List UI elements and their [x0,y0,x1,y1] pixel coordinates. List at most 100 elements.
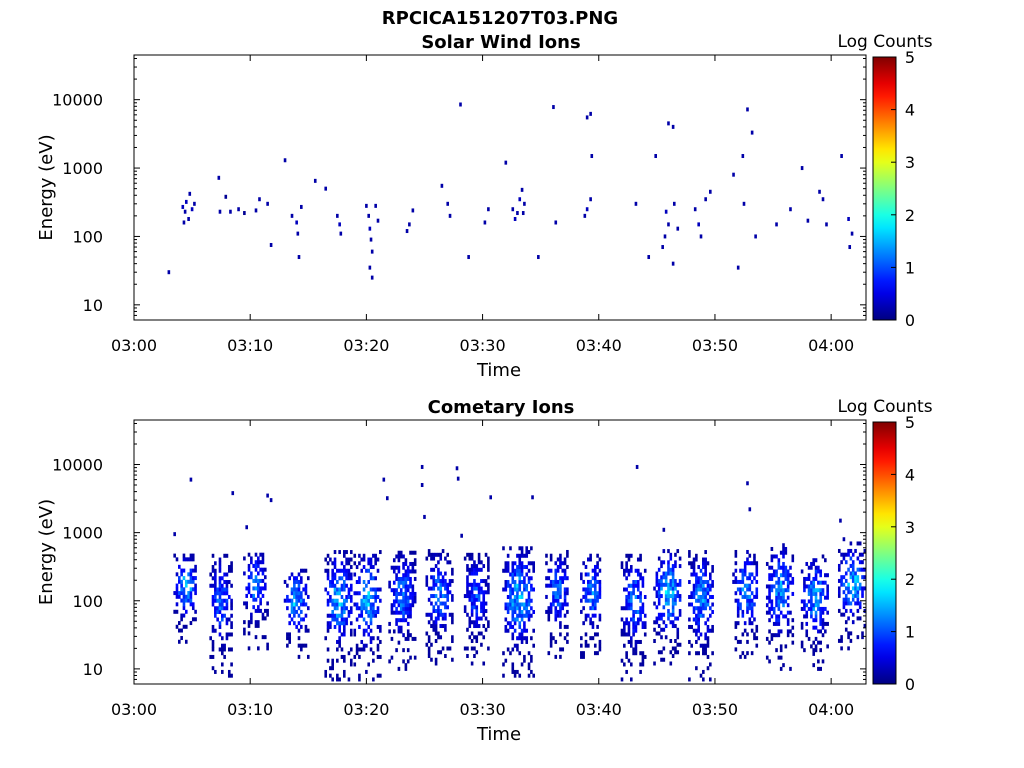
data-cell [671,124,675,129]
data-cell [657,579,661,584]
data-cell [487,582,490,587]
data-cell [784,576,788,581]
data-cell [736,587,740,592]
data-cell [477,586,481,591]
data-cell [397,558,401,563]
data-cell [734,624,738,629]
colorbar-tick-label: 0 [905,311,915,330]
data-cell [772,606,776,611]
data-cell [861,560,864,565]
data-cell [741,651,745,656]
data-cell [840,638,843,643]
data-cell [746,576,749,581]
data-cell [688,595,691,600]
data-cell [182,220,186,225]
data-cell [547,617,551,622]
data-cell [826,591,829,596]
data-cell [669,612,673,617]
data-cell [805,621,809,626]
data-cell [338,613,341,618]
data-cell [669,639,673,644]
data-cell [814,614,818,619]
data-cell [818,189,821,194]
data-cell [554,579,558,584]
data-cell [699,568,703,573]
data-cell [506,595,510,600]
data-cell [817,588,820,593]
data-cell [587,583,590,588]
data-cell [345,572,348,577]
data-cell [374,598,377,603]
data-cell [639,591,642,596]
data-cell [406,595,410,600]
data-cell [506,609,510,614]
data-cell [861,631,864,636]
data-cell [413,595,417,600]
data-cell [367,602,371,607]
data-cell [532,673,535,678]
data-cell [561,579,565,584]
data-cell [856,556,860,561]
data-cell [837,590,841,595]
data-cell [293,613,296,618]
data-cell [413,558,417,563]
data-cell [678,594,682,599]
data-cell [692,609,696,614]
data-cell [392,629,396,634]
data-cell [596,594,599,599]
data-cell [662,575,666,580]
data-cell [856,575,860,580]
data-cell [427,552,431,557]
data-cell [254,620,258,625]
data-cell [657,597,661,602]
data-cell [782,591,785,596]
data-cell [676,627,680,632]
data-cell [221,591,224,596]
data-cell [297,594,301,599]
data-cell [770,565,774,570]
data-cell [225,636,229,641]
data-cell [333,565,337,570]
data-cell [777,629,781,634]
data-cell [669,661,673,666]
data-cell [819,610,822,615]
data-cell [623,662,626,667]
data-cell [237,207,240,212]
data-cell [591,602,595,607]
x-tick-label: 03:10 [227,336,273,355]
data-cell [409,595,412,600]
data-cell [397,610,401,615]
data-cell [671,653,675,658]
data-cell [748,602,752,607]
data-cell [844,620,848,625]
data-cell [379,624,382,629]
data-cell [360,598,364,603]
data-cell [662,646,666,651]
data-cell [297,579,301,584]
data-cell [779,655,783,660]
data-cell [257,608,260,613]
data-cell [625,632,628,637]
data-cell [671,605,675,610]
data-cell [591,568,595,573]
data-cell [243,211,246,216]
data-cell [379,550,382,555]
data-cell [338,628,341,633]
data-cell [430,556,433,561]
data-cell [439,601,443,606]
data-cell [221,606,224,611]
data-cell [591,606,595,611]
data-cell [851,552,855,557]
data-cell [374,553,377,558]
data-cell [786,618,790,623]
data-cell [587,557,590,562]
data-cell [221,598,224,603]
data-cell [511,576,515,581]
data-cell [247,620,251,625]
data-cell [333,602,337,607]
data-cell [821,633,825,638]
data-cell [711,583,714,588]
data-cell [180,617,183,622]
data-cell [333,583,337,588]
